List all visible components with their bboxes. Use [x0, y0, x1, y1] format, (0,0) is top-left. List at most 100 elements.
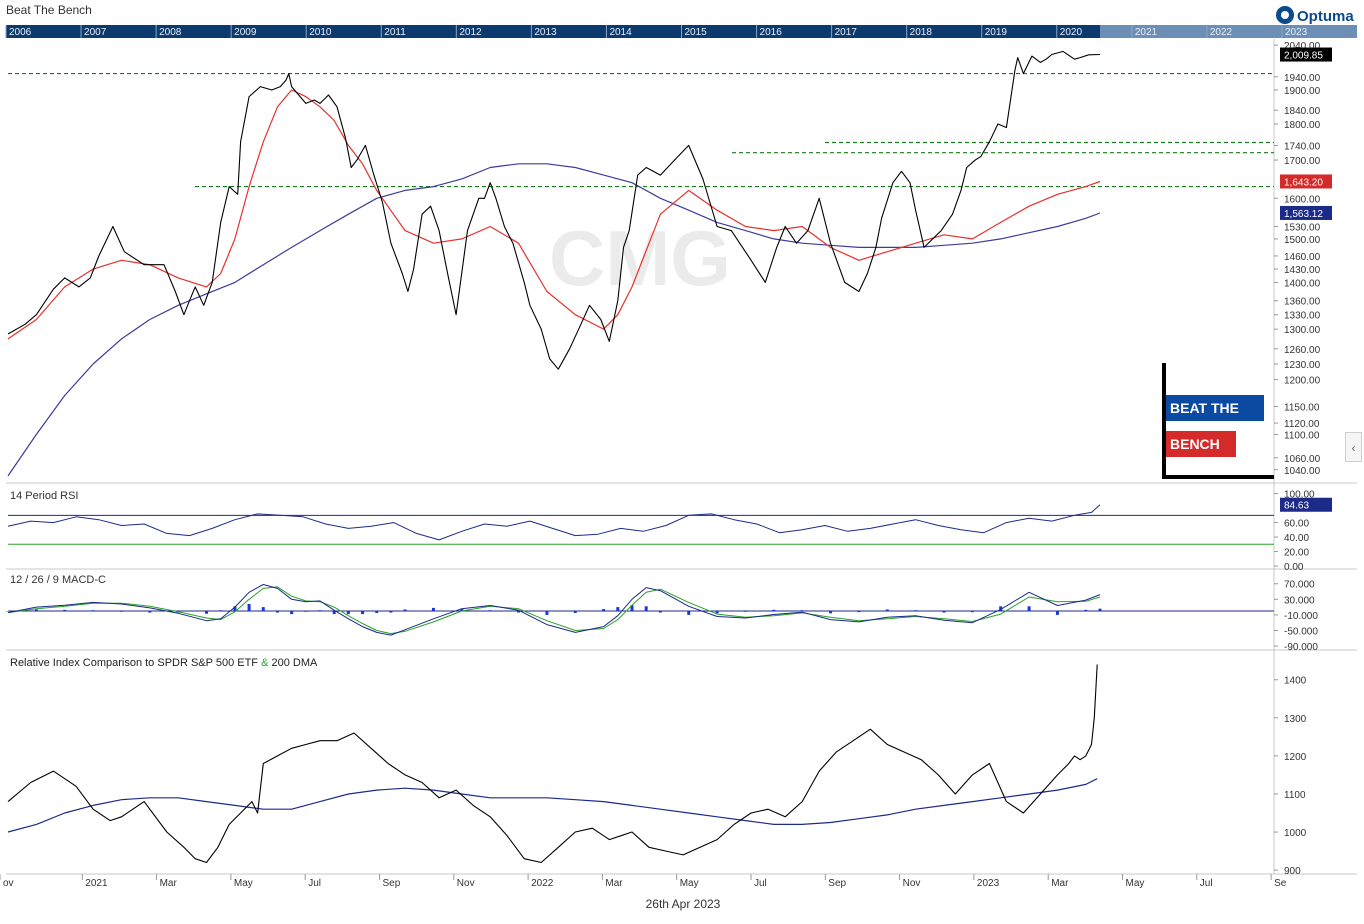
macd-histogram-bar: [148, 611, 152, 613]
side-panel-toggle[interactable]: ‹: [1345, 432, 1362, 462]
macd-histogram-bar: [687, 611, 691, 615]
timeline-year[interactable]: 2021: [1135, 27, 1158, 38]
relative-title: Relative Index Comparison to SPDR S&P 50…: [10, 657, 318, 669]
macd-histogram-bar: [658, 611, 662, 613]
timeline-year[interactable]: 2016: [760, 27, 783, 38]
macd-axis-label: 70.000: [1284, 580, 1315, 591]
price-last-badge-text: 2,009.85: [1284, 51, 1323, 62]
macd-axis: 70.000 30.000 -10.000 -50.000 -90.000: [1274, 580, 1318, 653]
price-axis-label: 1940.00: [1284, 73, 1321, 84]
timeline-year[interactable]: 2015: [685, 27, 708, 38]
timeline-year[interactable]: 2013: [534, 27, 557, 38]
timeline-year[interactable]: 2007: [84, 27, 107, 38]
relative-series: [7, 664, 1098, 864]
macd-histogram-bar: [914, 610, 918, 611]
x-axis-label: Mar: [605, 878, 623, 889]
price-axis-label: 1300.00: [1284, 325, 1321, 336]
ma200-line: [7, 163, 1101, 477]
macd-histogram-bar: [290, 611, 294, 615]
date-footer: 26th Apr 2023: [646, 897, 721, 911]
timeline-year[interactable]: 2022: [1210, 27, 1233, 38]
macd-histogram-bar: [304, 611, 308, 612]
macd-histogram-bar: [999, 606, 1003, 611]
price-levels: [8, 72, 1274, 188]
relative-axis: 1400 1300 1200 1100 1000 900: [1274, 676, 1307, 877]
x-axis-label: Sep: [383, 878, 401, 889]
timeline-year[interactable]: 2014: [609, 27, 632, 38]
price-axis-label: 1040.00: [1284, 466, 1321, 477]
macd-histogram-bar: [34, 609, 38, 611]
watermark: CMG: [549, 214, 731, 302]
macd-axis-label: -90.000: [1284, 642, 1318, 653]
x-axis-label: May: [1126, 878, 1145, 889]
logo-line-1: BEAT THE: [1170, 400, 1239, 416]
x-axis-label: 2021: [85, 878, 108, 889]
macd-signal-line: [7, 586, 1101, 635]
macd-histogram-bar: [460, 608, 464, 611]
macd-histogram-bar: [119, 611, 123, 612]
price-axis-label: 1120.00: [1284, 419, 1320, 430]
relative-dma-line: [7, 778, 1098, 833]
timeline-year[interactable]: 2010: [309, 27, 332, 38]
relative-axis-label: 1000: [1284, 828, 1307, 839]
relative-line: [7, 664, 1098, 864]
rsi-title: 14 Period RSI: [10, 490, 78, 502]
x-axis-label: Mar: [160, 878, 178, 889]
macd-histogram-bar: [573, 611, 577, 613]
macd-histogram-bar: [332, 611, 336, 615]
price-axis-label: 1260.00: [1284, 345, 1321, 356]
ma50-line: [7, 89, 1101, 340]
macd-histogram-bar: [800, 610, 804, 611]
timeline-year[interactable]: 2006: [9, 27, 32, 38]
macd-histogram-bar: [346, 611, 350, 615]
macd-histogram-bar: [772, 609, 776, 611]
x-axis-label: May: [234, 878, 253, 889]
price-line: [7, 50, 1101, 370]
macd-histogram-bar: [361, 611, 365, 615]
x-axis-label: ov: [3, 878, 14, 889]
macd-axis-label: -50.000: [1284, 626, 1318, 637]
price-badges: 2,009.85 1,643.20 1,563.12: [1280, 47, 1332, 220]
x-axis-label: 2022: [531, 878, 554, 889]
ma50-last-badge: [1280, 174, 1332, 189]
x-axis: ov 2021 Mar May Jul Sep Nov 2022 Mar May Jul Sep Nov…: [0, 874, 1287, 889]
timeline-year[interactable]: 2018: [910, 27, 933, 38]
price-panel: [6, 39, 1274, 482]
timeline-year[interactable]: 2020: [1060, 27, 1083, 38]
timeline-year[interactable]: 2017: [835, 27, 858, 38]
x-axis-label: Se: [1274, 878, 1287, 889]
timeline-year[interactable]: 2008: [159, 27, 182, 38]
macd-histogram-bar: [545, 611, 549, 615]
price-axis-label: 1840.00: [1284, 106, 1321, 117]
timeline-year[interactable]: 2012: [459, 27, 482, 38]
x-axis-label: May: [680, 878, 699, 889]
price-axis-label: 1150.00: [1284, 402, 1320, 413]
price-axis-label: 1800.00: [1284, 120, 1321, 131]
macd-histogram-bar: [743, 611, 747, 612]
x-axis-label: Jul: [754, 878, 767, 889]
price-axis-label: 1430.00: [1284, 265, 1321, 276]
macd-series: [6, 584, 1274, 636]
macd-histogram-bar: [431, 607, 435, 611]
timeline-year[interactable]: 2019: [985, 27, 1008, 38]
price-axis-label: 1330.00: [1284, 311, 1321, 322]
timeline-year[interactable]: 2023: [1285, 27, 1308, 38]
timeline-year[interactable]: 2011: [384, 27, 406, 38]
macd-title: 12 / 26 / 9 MACD-C: [10, 574, 106, 586]
price-last-badge: [1280, 47, 1332, 62]
logo-red-block: [1166, 431, 1236, 457]
macd-histogram-bar: [1098, 608, 1102, 611]
macd-histogram-bar: [403, 609, 407, 611]
timeline-year[interactable]: 2009: [234, 27, 257, 38]
macd-histogram-bar: [970, 611, 974, 613]
macd-axis-label: 30.000: [1284, 595, 1315, 606]
relative-axis-label: 1100: [1284, 790, 1306, 801]
ma50-last-badge-text: 1,643.20: [1284, 177, 1323, 188]
macd-histogram-bar: [1084, 609, 1088, 611]
macd-histogram-bar: [389, 611, 393, 613]
logo-line-2: BENCH: [1170, 436, 1220, 452]
rsi-axis-label: 0.00: [1284, 562, 1304, 573]
brand-name: Optuma: [1297, 8, 1354, 25]
macd-axis-label: -10.000: [1284, 611, 1318, 622]
macd-histogram-bar: [942, 611, 946, 613]
